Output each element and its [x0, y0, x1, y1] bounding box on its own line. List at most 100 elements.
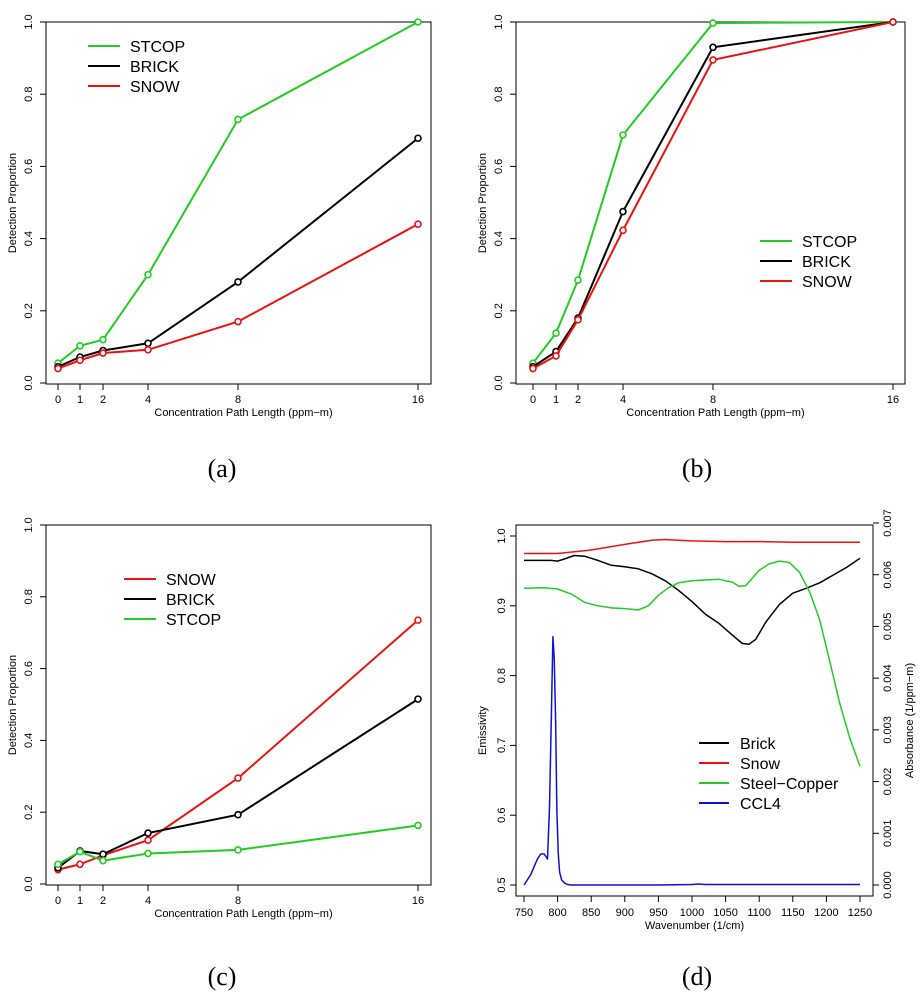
data-point: [144, 339, 152, 348]
data-point: [619, 226, 627, 235]
legend-label: STCOP: [166, 612, 221, 629]
series-line-brick: [532, 21, 894, 368]
data-point: [234, 810, 242, 819]
panel-caption: (a): [208, 454, 237, 483]
data-point: [234, 774, 242, 782]
legend-label: SNOW: [130, 79, 181, 96]
x-tick-label: 1000: [680, 907, 704, 919]
y-tick-label: 0.4: [23, 231, 35, 246]
y-tick-label: 0.4: [493, 231, 505, 246]
y-tick-label: 0.0: [23, 876, 35, 891]
plot-frame: [45, 21, 432, 385]
legend-label: BRICK: [166, 592, 215, 609]
y-tick-label: 0.2: [23, 805, 35, 820]
data-point: [414, 18, 422, 26]
y-axis-label: Detection Proportion: [477, 153, 489, 253]
data-point: [574, 276, 582, 284]
data-point: [414, 821, 422, 830]
legend-label: STCOP: [130, 39, 185, 56]
data-point: [574, 316, 582, 324]
y-tick-label: 0.6: [493, 159, 505, 174]
data-point: [414, 616, 422, 624]
data-point: [552, 352, 560, 360]
series-line-brick: [57, 698, 419, 869]
series-line-brick: [524, 554, 861, 645]
x-tick-label: 1150: [781, 907, 805, 919]
panel-caption: (c): [208, 962, 237, 991]
data-point: [144, 836, 152, 845]
y-tick-label: 0.8: [23, 589, 35, 604]
y-axis-label: Emissivity: [477, 706, 489, 755]
x-tick-label: 1050: [713, 907, 737, 919]
y-tick-label: 0.0: [23, 375, 35, 390]
chart-b: 0.0 0.2 0.4 0.6 0.8 1.0 0 1 2 4 8 16 Concentration P…: [477, 14, 906, 483]
x-tick-label: 8: [235, 394, 241, 406]
data-point: [144, 829, 152, 837]
x-tick-label: 750: [515, 907, 533, 919]
x-tick-label: 16: [412, 394, 424, 406]
y-tick-label: 0.9: [496, 598, 508, 613]
series-line-stcop: [57, 21, 419, 364]
x-tick-label: 900: [616, 907, 634, 919]
panel-caption: (b): [682, 454, 712, 483]
data-point: [99, 850, 107, 859]
y2-tick-label: 0.003: [882, 716, 894, 744]
y-tick-label: 1.0: [23, 517, 35, 532]
data-point: [54, 860, 62, 869]
chart-d: 750 800 850 900 950 1000 1050 1100 1150 1200 1250 0…: [477, 509, 916, 991]
x-tick-label: 1: [553, 394, 559, 406]
legend-label: STCOP: [802, 234, 857, 251]
x-tick-label: 4: [620, 394, 626, 406]
legend-label: BRICK: [130, 59, 179, 76]
x-axis-label: Concentration Path Length (ppm−m): [626, 407, 804, 419]
data-point: [529, 364, 537, 373]
data-point: [414, 134, 422, 143]
data-point: [144, 849, 152, 858]
data-point: [414, 220, 422, 228]
y2-tick-label: 0.000: [882, 871, 894, 899]
y-tick-label: 1.0: [496, 528, 508, 543]
data-point: [76, 860, 84, 869]
x-tick-label: 0: [530, 394, 536, 406]
x-axis-label: Concentration Path Length (ppm−m): [154, 908, 332, 920]
data-point: [234, 278, 242, 286]
y-tick-label: 0.6: [23, 159, 35, 174]
y-axis-label: Detection Proportion: [7, 655, 19, 755]
x-tick-label: 1100: [747, 907, 771, 919]
x-tick-label: 1200: [814, 907, 838, 919]
x-axis-label: Concentration Path Length (ppm−m): [154, 407, 332, 419]
legend-label: Brick: [740, 736, 777, 753]
data-point: [552, 329, 560, 337]
legend-label: Steel−Copper: [740, 776, 839, 793]
x-tick-label: 800: [548, 907, 566, 919]
data-point: [99, 335, 107, 344]
series-line-stcop: [532, 21, 894, 364]
y2-tick-label: 0.001: [882, 820, 894, 848]
y2-tick-label: 0.007: [882, 509, 894, 537]
plot-frame: [515, 21, 906, 385]
x-axis-label: Wavenumber (1/cm): [645, 920, 744, 932]
x-tick-label: 0: [55, 895, 61, 907]
x-tick-label: 8: [235, 895, 241, 907]
data-point: [619, 207, 627, 216]
x-tick-label: 16: [412, 895, 424, 907]
y-tick-label: 1.0: [493, 14, 505, 29]
legend-label: SNOW: [166, 572, 217, 589]
plot-frame: [515, 524, 874, 897]
chart-c: 0.0 0.2 0.4 0.6 0.8 1.0 0 1 2 4 8 16 Concentration P…: [7, 517, 432, 991]
x-tick-label: 2: [575, 394, 581, 406]
chart-a: 0.0 0.2 0.4 0.6 0.8 1.0 0 1 2 4 8 16 Concentration P…: [7, 14, 432, 483]
data-point: [709, 56, 717, 64]
y-tick-label: 0.6: [496, 808, 508, 823]
data-point: [144, 270, 152, 279]
x-tick-label: 16: [887, 394, 899, 406]
x-tick-label: 1250: [848, 907, 872, 919]
y-tick-label: 0.6: [23, 661, 35, 676]
y-tick-label: 0.5: [496, 877, 508, 892]
y-tick-label: 0.4: [23, 733, 35, 748]
data-point: [144, 345, 152, 354]
data-point: [234, 846, 242, 854]
data-point: [234, 115, 242, 124]
x-tick-label: 2: [100, 895, 106, 907]
